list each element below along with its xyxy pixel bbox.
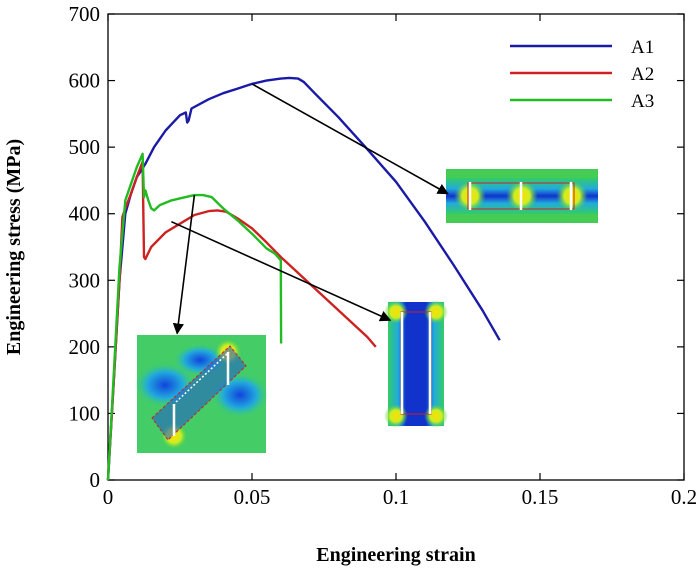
- y-tick-label: 100: [69, 401, 101, 425]
- fem-inset-a2: [384, 300, 448, 428]
- y-tick-label: 400: [69, 202, 101, 226]
- annotation-arrows: [171, 83, 449, 335]
- legend-label-a1: A1: [631, 37, 654, 58]
- y-tick-label: 500: [69, 135, 101, 159]
- x-tick-label: 0.1: [383, 485, 409, 509]
- legend-label-a3: A3: [631, 91, 654, 112]
- x-tick-label: 0.2: [671, 485, 697, 509]
- legend-label-a2: A2: [631, 64, 654, 85]
- y-tick-label: 200: [69, 335, 101, 359]
- x-tick-label: 0.05: [234, 485, 271, 509]
- x-tick-label: 0.15: [522, 485, 559, 509]
- x-axis-title: Engineering strain: [316, 544, 475, 566]
- series-line-a2: [106, 160, 377, 481]
- y-tick-label: 600: [69, 69, 101, 93]
- series-lines: [106, 76, 501, 481]
- fem-inset-a3: [135, 335, 268, 453]
- annotation-arrow-1: [251, 83, 449, 195]
- y-tick-label: 700: [69, 2, 101, 26]
- axis-tick-labels: 0 0.05 0.1 0.15 0.2 0 100 200 300 400 500 600 700: [69, 2, 698, 509]
- legend: A1 A2 A3: [510, 37, 654, 112]
- annotation-arrow-2: [171, 220, 392, 322]
- y-tick-label: 300: [69, 268, 101, 292]
- series-line-a3: [106, 152, 283, 481]
- y-axis-title: Engineering stress (MPa): [3, 139, 25, 355]
- fem-inset-a1: [446, 169, 598, 223]
- annotation-arrow-3: [172, 194, 196, 335]
- y-tick-label: 0: [90, 468, 101, 492]
- x-tick-label: 0: [103, 485, 114, 509]
